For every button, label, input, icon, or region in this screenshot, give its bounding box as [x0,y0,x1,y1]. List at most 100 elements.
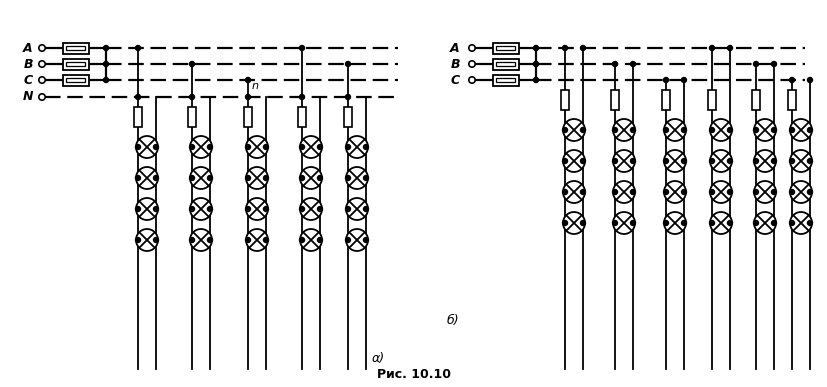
Circle shape [533,46,538,50]
Circle shape [363,207,368,212]
Circle shape [771,159,776,163]
Circle shape [136,46,141,50]
Bar [244,107,251,127]
Circle shape [727,127,732,132]
Circle shape [681,77,686,82]
Circle shape [612,221,617,226]
Circle shape [136,229,158,251]
Circle shape [753,190,758,195]
Circle shape [299,46,304,50]
Circle shape [136,207,141,212]
Circle shape [136,198,158,220]
Circle shape [709,181,731,203]
Circle shape [345,207,350,212]
Bar [662,90,669,110]
Circle shape [345,62,350,67]
Bar [66,46,85,50]
Text: б): б) [447,314,459,327]
Circle shape [562,190,566,195]
Circle shape [562,46,566,50]
Circle shape [612,212,634,234]
Circle shape [103,46,108,50]
Circle shape [263,175,268,180]
Circle shape [709,159,714,163]
Circle shape [39,77,45,83]
Circle shape [468,45,475,51]
Circle shape [806,221,811,226]
Circle shape [629,62,635,67]
Bar [63,75,88,86]
Circle shape [299,207,304,212]
Circle shape [136,175,141,180]
Circle shape [136,167,158,189]
Circle shape [136,94,141,99]
Circle shape [153,207,158,212]
Circle shape [681,159,686,163]
Circle shape [562,119,585,141]
Text: B: B [23,58,33,70]
Circle shape [189,167,212,189]
Circle shape [533,77,538,82]
Circle shape [208,144,213,149]
Circle shape [189,207,194,212]
Bar [561,90,568,110]
Circle shape [153,144,158,149]
Circle shape [753,181,775,203]
Bar [496,62,515,66]
Circle shape [153,238,158,243]
Circle shape [346,198,367,220]
Circle shape [208,238,213,243]
Circle shape [245,175,251,180]
Circle shape [789,127,794,132]
Circle shape [612,119,634,141]
Circle shape [468,61,475,67]
Circle shape [299,229,322,251]
Circle shape [263,144,268,149]
Circle shape [789,77,794,82]
Circle shape [753,159,758,163]
Circle shape [681,127,686,132]
Bar [66,78,85,82]
Circle shape [612,181,634,203]
Circle shape [789,221,794,226]
Text: A: A [450,41,459,55]
Circle shape [208,175,213,180]
Circle shape [663,181,686,203]
Circle shape [663,119,686,141]
Circle shape [709,119,731,141]
Circle shape [612,62,617,67]
Text: C: C [23,74,32,87]
Circle shape [709,127,714,132]
Circle shape [580,190,585,195]
Circle shape [580,46,585,50]
Circle shape [806,127,811,132]
Circle shape [662,159,667,163]
Circle shape [612,150,634,172]
Circle shape [346,229,367,251]
Circle shape [663,212,686,234]
Circle shape [363,144,368,149]
Circle shape [727,221,732,226]
Circle shape [753,212,775,234]
Circle shape [629,221,635,226]
Bar [134,107,141,127]
Circle shape [245,77,251,82]
Circle shape [562,221,566,226]
Circle shape [39,94,45,100]
Bar [63,58,88,70]
Bar [492,75,519,86]
Circle shape [345,238,350,243]
Circle shape [39,45,45,51]
Circle shape [136,144,141,149]
Circle shape [662,221,667,226]
Bar [66,62,85,66]
Circle shape [363,238,368,243]
Circle shape [789,181,811,203]
Circle shape [246,229,268,251]
Circle shape [681,190,686,195]
Text: N: N [22,91,33,103]
Circle shape [39,61,45,67]
Circle shape [468,77,475,83]
Circle shape [189,198,212,220]
Circle shape [771,127,776,132]
